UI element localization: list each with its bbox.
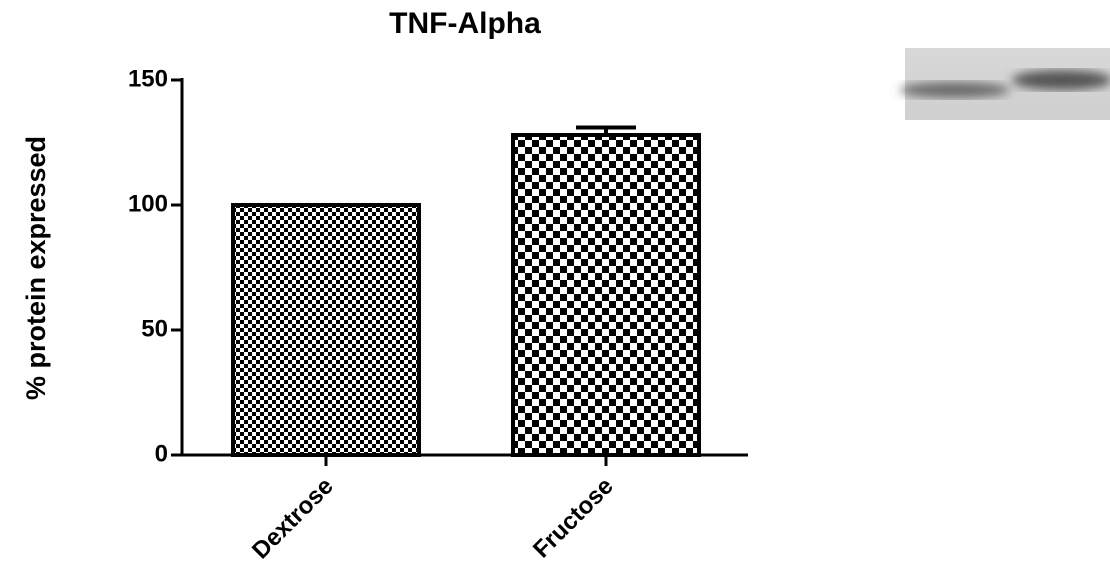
- x-tick-label: Fructose: [528, 473, 619, 564]
- x-tick-label: Dextrose: [247, 473, 339, 565]
- chart-title: TNF-Alpha: [389, 7, 541, 40]
- y-tick-label: 0: [155, 440, 168, 467]
- y-tick-label: 50: [141, 315, 168, 342]
- bar: [513, 135, 699, 455]
- y-axis-label: % protein expressed: [21, 136, 51, 400]
- y-tick-label: 150: [128, 65, 168, 92]
- page: TNF-Alpha % protein expressed 0 50 100 150 D…: [0, 0, 1110, 569]
- bar: [233, 205, 419, 455]
- blot-image: [900, 48, 1110, 120]
- chart: TNF-Alpha % protein expressed 0 50 100 150 D…: [0, 0, 1110, 569]
- y-tick-label: 100: [128, 190, 168, 217]
